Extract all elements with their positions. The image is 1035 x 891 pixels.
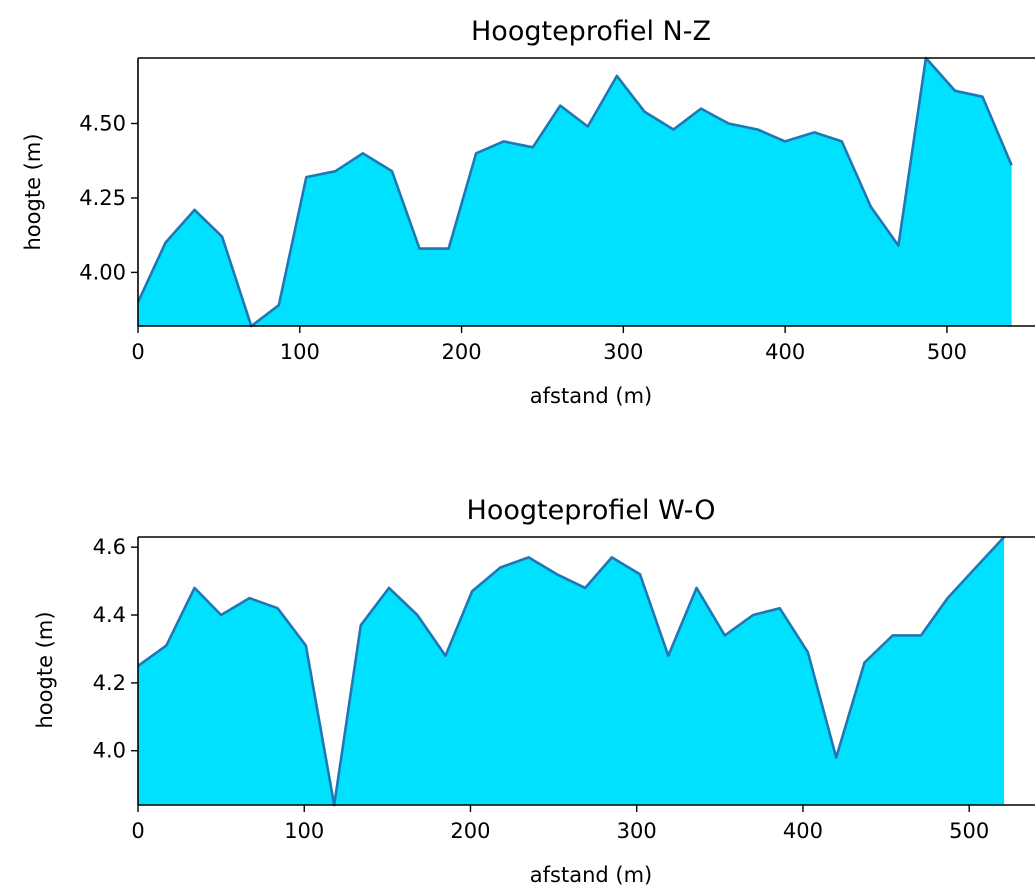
y-tick-label: 4.50 xyxy=(79,112,126,136)
x-tick-label: 200 xyxy=(442,340,482,364)
x-tick-label: 0 xyxy=(131,340,144,364)
series-line xyxy=(136,56,1013,328)
chart-title: Hoogteprofiel N-Z xyxy=(471,16,711,47)
chart-title: Hoogteprofiel W-O xyxy=(467,495,716,526)
x-tick-label: 500 xyxy=(949,819,989,843)
y-tick-label: 4.00 xyxy=(79,260,126,284)
x-axis-label: afstand (m) xyxy=(530,863,652,887)
y-tick-label: 4.4 xyxy=(93,603,126,627)
y-tick-label: 4.25 xyxy=(79,186,126,210)
x-tick-label: 300 xyxy=(617,819,657,843)
x-tick-label: 100 xyxy=(280,340,320,364)
area-layer xyxy=(137,536,1006,807)
x-axis-label: afstand (m) xyxy=(530,384,652,408)
area-layer xyxy=(136,56,1013,328)
axes-layer: 0 100 200 300 400 500 4.0 4.2 4.4 4.6 xyxy=(93,535,1035,843)
x-tick-label: 100 xyxy=(284,819,324,843)
y-tick-label: 4.0 xyxy=(93,739,126,763)
x-tick-label: 400 xyxy=(765,340,805,364)
chart-nz: Hoogteprofiel N-Z afstand (m) hoogte (m)… xyxy=(21,16,1035,408)
x-tick-label: 200 xyxy=(450,819,490,843)
x-tick-label: 0 xyxy=(131,819,144,843)
area-fill xyxy=(138,58,1012,326)
y-axis-label: hoogte (m) xyxy=(21,133,45,250)
area-fill xyxy=(138,537,1005,805)
x-tick-label: 400 xyxy=(783,819,823,843)
chart-wo: Hoogteprofiel W-O afstand (m) hoogte (m)… xyxy=(33,495,1035,887)
series-line xyxy=(137,536,1006,807)
y-tick-label: 4.2 xyxy=(93,671,126,695)
axes-layer: 0 100 200 300 400 500 4.00 4.25 4.50 xyxy=(79,57,1035,364)
y-axis-label: hoogte (m) xyxy=(33,611,57,728)
x-tick-label: 300 xyxy=(603,340,643,364)
y-tick-label: 4.6 xyxy=(93,535,126,559)
x-tick-label: 500 xyxy=(927,340,967,364)
